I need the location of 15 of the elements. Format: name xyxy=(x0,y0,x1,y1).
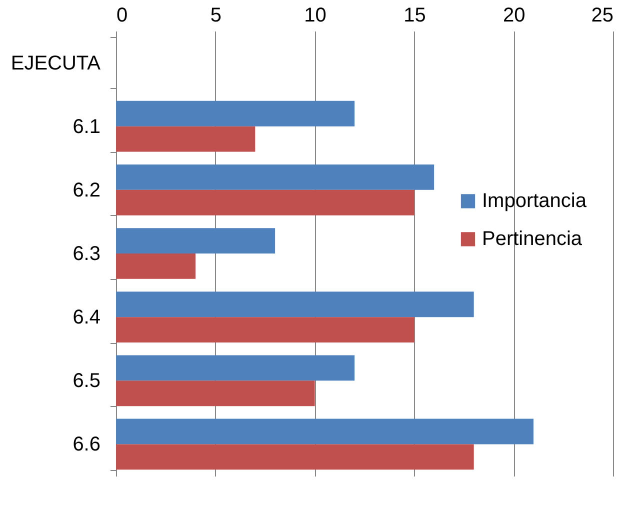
x-tick-label: 5 xyxy=(210,4,222,26)
y-tick-label: 6.1 xyxy=(72,116,100,138)
y-tick-label: 6.6 xyxy=(72,434,100,456)
y-tick-label: EJECUTA xyxy=(10,52,102,74)
x-tick-label: 20 xyxy=(502,4,526,26)
x-tick-label: 0 xyxy=(116,4,128,26)
x-tick-label: 25 xyxy=(591,4,614,26)
y-tick-label: 6.3 xyxy=(72,243,100,265)
y-tick-label: 6.5 xyxy=(72,370,100,392)
y-tick-label: 6.4 xyxy=(72,306,100,329)
x-tick-label: 15 xyxy=(404,4,426,26)
legend-label: Pertinencia xyxy=(482,228,583,250)
legend-label: Importancia xyxy=(482,190,588,212)
x-tick-label: 10 xyxy=(304,4,326,26)
y-tick-label: 6.2 xyxy=(72,179,100,202)
